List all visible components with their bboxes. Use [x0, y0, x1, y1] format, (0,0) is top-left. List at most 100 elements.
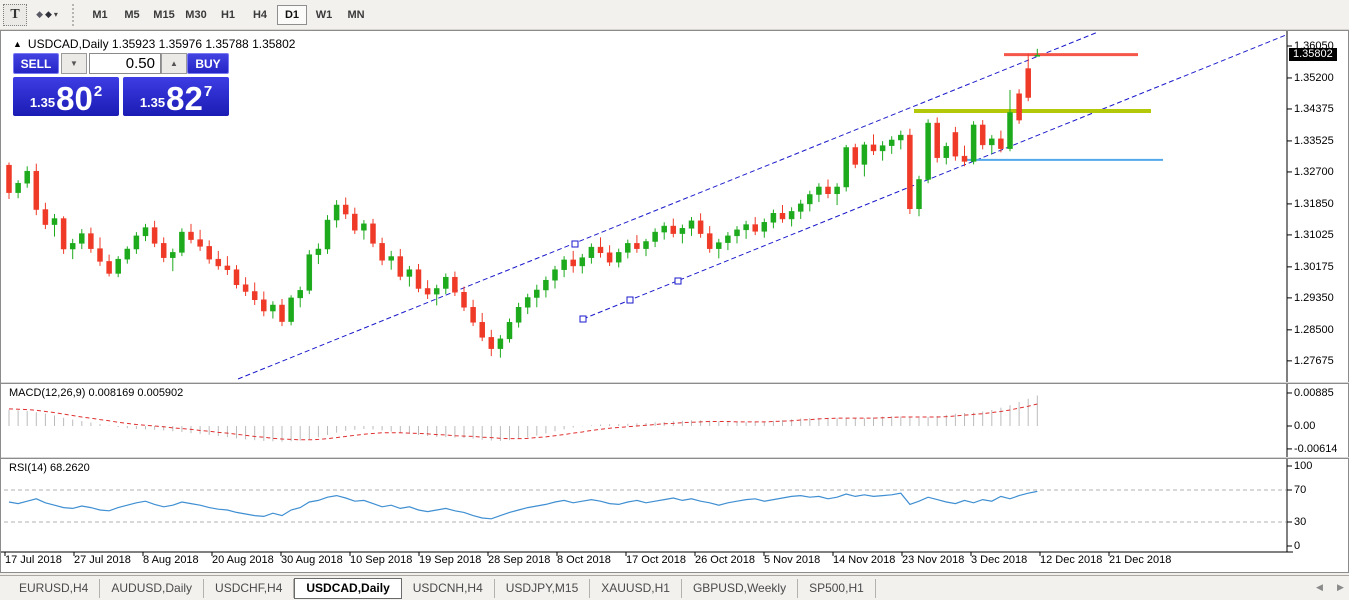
candle-body [770, 213, 777, 223]
candle-body [870, 144, 877, 152]
candle-body [634, 243, 640, 249]
candle-body [761, 222, 768, 232]
tab-usdcad-daily[interactable]: USDCAD,Daily [294, 577, 402, 599]
candle-body [989, 138, 995, 146]
candle-body [943, 146, 950, 158]
time-axis-label: 28 Sep 2018 [488, 554, 551, 566]
candle-body [115, 258, 121, 274]
candle-body [79, 233, 85, 244]
timeframe-button-d1[interactable]: D1 [277, 4, 307, 25]
candle-body [361, 223, 367, 231]
macd-pane-separator[interactable] [1, 382, 1349, 384]
time-axis-label: 17 Oct 2018 [626, 554, 686, 566]
timeframe-toolbar: M1 M5 M15 M30 H1 H4 D1 W1 MN [84, 4, 372, 25]
timeframe-button-m1[interactable]: M1 [92, 8, 108, 21]
buy-price-tile[interactable]: 1.35 82 7 [123, 77, 229, 116]
tab-sp500-h1[interactable]: SP500,H1 [798, 578, 876, 598]
sell-button[interactable]: SELL [13, 53, 59, 74]
tab-eurusd-h4[interactable]: EURUSD,H4 [8, 578, 101, 598]
candle-body [515, 307, 522, 323]
candle-body [397, 256, 404, 277]
candle-body [561, 259, 567, 270]
channel-upper-trendline[interactable] [237, 31, 1099, 380]
rsi-scale-label: 30 [1294, 516, 1307, 528]
tab-usdjpy-m15[interactable]: USDJPY,M15 [495, 578, 591, 598]
candle-body [643, 241, 649, 249]
candle-body [33, 170, 40, 210]
candle-body [816, 186, 822, 195]
time-axis-label: 14 Nov 2018 [833, 554, 896, 566]
macd-scale-label: 0.00 [1294, 420, 1316, 432]
tab-gbpusd-weekly[interactable]: GBPUSD,Weekly [682, 578, 799, 598]
arrows-tool-button[interactable]: ◆ ◆ ▾ [30, 4, 64, 26]
time-axis-label: 10 Sep 2018 [350, 554, 413, 566]
channel-lower-handle[interactable] [579, 315, 587, 323]
volume-input[interactable] [89, 53, 161, 74]
candle-body [898, 134, 904, 141]
volume-decrease-button[interactable]: ▼ [61, 53, 87, 74]
candle-body [406, 269, 413, 277]
tab-audusd-daily[interactable]: AUDUSD,Daily [100, 578, 205, 598]
rsi-scale-label: 100 [1294, 460, 1313, 472]
candle-body [97, 248, 103, 262]
arrow-style-icon: ◆ [44, 9, 52, 19]
time-axis-label: 5 Nov 2018 [764, 554, 821, 566]
candle-body [133, 235, 140, 250]
timeframe-button-h4[interactable]: H4 [252, 8, 268, 21]
channel-lower-handle[interactable] [626, 296, 634, 304]
candle-body [51, 218, 58, 225]
timeframe-button-m30[interactable]: M30 [185, 8, 207, 21]
channel-upper-handle[interactable] [571, 240, 579, 248]
tab-usdcnh-h4[interactable]: USDCNH,H4 [402, 578, 495, 598]
candle-body [807, 194, 813, 205]
timeframe-button-m15[interactable]: M15 [153, 8, 175, 21]
candle-body [270, 304, 276, 312]
chart-title-text: USDCAD,Daily 1.35923 1.35976 1.35788 1.3… [27, 37, 296, 51]
candle-body [497, 338, 504, 349]
collapse-triangle-icon[interactable]: ▲ [13, 39, 22, 49]
tabs-scroll-left-icon[interactable]: ◀ [1316, 582, 1323, 592]
candle-body [415, 269, 422, 289]
time-axis-label: 12 Dec 2018 [1040, 554, 1103, 566]
candle-body [151, 227, 158, 244]
candle-body [160, 243, 167, 258]
timeframe-button-mn[interactable]: MN [347, 8, 365, 21]
candle-body [60, 218, 67, 250]
top-toolbar: T ◆ ◆ ▾ M1 M5 M15 M30 H1 H4 D1 W1 MN [0, 0, 1349, 30]
price-scale-label: 1.28500 [1294, 323, 1334, 336]
tabs-scroll-right-icon[interactable]: ▶ [1337, 582, 1344, 592]
candle-body [1007, 112, 1013, 149]
candle-body [242, 284, 249, 292]
candle-body [288, 297, 294, 322]
candle-body [342, 204, 349, 215]
candle-body [69, 243, 76, 250]
tab-usdchf-h4[interactable]: USDCHF,H4 [204, 578, 295, 598]
rsi-scale-label: 70 [1294, 484, 1307, 496]
candle-body [488, 337, 495, 349]
channel-lower-trendline[interactable] [582, 34, 1287, 320]
timeframe-button-h1[interactable]: H1 [220, 8, 236, 21]
channel-lower-handle[interactable] [674, 277, 682, 285]
candle-body [825, 186, 831, 194]
macd-label: MACD(12,26,9) 0.008169 0.005902 [9, 387, 184, 399]
candle-body [379, 243, 385, 261]
tab-xauusd-h1[interactable]: XAUUSD,H1 [590, 578, 682, 598]
candle-body [1016, 93, 1022, 121]
candle-body [124, 248, 131, 260]
timeframe-button-m5[interactable]: M5 [124, 8, 140, 21]
candlestick-chart[interactable] [1, 31, 1349, 574]
candle-body [779, 213, 786, 220]
candle-body [15, 182, 21, 193]
sell-price-tile[interactable]: 1.35 80 2 [13, 77, 119, 116]
rsi-label: RSI(14) 68.2620 [9, 462, 90, 474]
buy-button[interactable]: BUY [187, 53, 229, 74]
text-tool-button[interactable]: T [3, 3, 27, 26]
sell-price-base: 1.35 [29, 95, 56, 110]
time-axis-label: 21 Dec 2018 [1109, 554, 1172, 566]
rsi-pane-separator[interactable] [1, 457, 1349, 459]
rsi-scale-label: 0 [1294, 540, 1301, 552]
toolbar-grip[interactable] [72, 3, 80, 26]
candle-body [333, 204, 340, 221]
volume-increase-button[interactable]: ▲ [161, 53, 187, 74]
timeframe-button-w1[interactable]: W1 [315, 8, 333, 21]
